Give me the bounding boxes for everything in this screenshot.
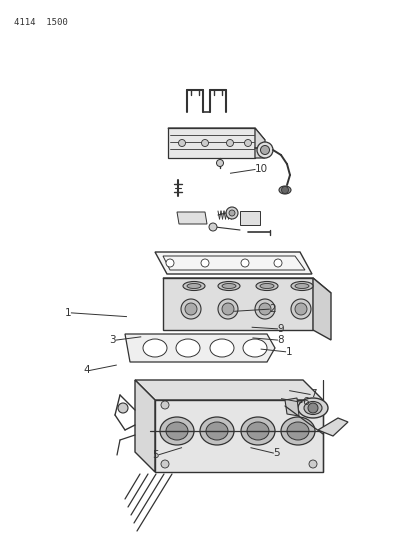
Text: 8: 8 xyxy=(277,335,284,345)
Ellipse shape xyxy=(222,303,234,315)
Text: 5: 5 xyxy=(273,448,280,458)
Polygon shape xyxy=(313,278,331,340)
Text: 2: 2 xyxy=(269,304,276,314)
Circle shape xyxy=(118,403,128,413)
Ellipse shape xyxy=(185,303,197,315)
Ellipse shape xyxy=(183,281,205,290)
Ellipse shape xyxy=(291,299,311,319)
Text: 6: 6 xyxy=(302,398,308,407)
Ellipse shape xyxy=(281,417,315,445)
Ellipse shape xyxy=(222,284,236,288)
Circle shape xyxy=(226,140,233,147)
Ellipse shape xyxy=(247,422,269,440)
Polygon shape xyxy=(125,334,275,362)
Text: 3: 3 xyxy=(110,335,116,345)
Polygon shape xyxy=(285,398,299,416)
Ellipse shape xyxy=(210,339,234,357)
Circle shape xyxy=(257,142,273,158)
Text: 5: 5 xyxy=(153,450,159,459)
Ellipse shape xyxy=(255,299,275,319)
Circle shape xyxy=(260,146,270,155)
Polygon shape xyxy=(168,128,255,158)
Ellipse shape xyxy=(218,281,240,290)
Text: 9: 9 xyxy=(277,324,284,334)
Circle shape xyxy=(282,187,288,193)
Circle shape xyxy=(166,259,174,267)
Ellipse shape xyxy=(206,422,228,440)
Circle shape xyxy=(274,259,282,267)
Polygon shape xyxy=(318,418,348,436)
Ellipse shape xyxy=(241,417,275,445)
Ellipse shape xyxy=(218,299,238,319)
Text: 4: 4 xyxy=(83,366,90,375)
Circle shape xyxy=(161,460,169,468)
Ellipse shape xyxy=(298,398,328,418)
Ellipse shape xyxy=(259,303,271,315)
Text: 4114  1500: 4114 1500 xyxy=(14,18,68,27)
Circle shape xyxy=(201,259,209,267)
Text: 1: 1 xyxy=(286,347,292,357)
Circle shape xyxy=(226,207,238,219)
Polygon shape xyxy=(240,211,260,225)
Polygon shape xyxy=(163,278,331,293)
Polygon shape xyxy=(155,252,312,274)
Circle shape xyxy=(244,140,251,147)
Ellipse shape xyxy=(256,281,278,290)
Polygon shape xyxy=(163,278,313,330)
Circle shape xyxy=(209,223,217,231)
Ellipse shape xyxy=(243,339,267,357)
Circle shape xyxy=(309,401,317,409)
Ellipse shape xyxy=(304,401,322,415)
Ellipse shape xyxy=(200,417,234,445)
Circle shape xyxy=(229,210,235,216)
Circle shape xyxy=(217,159,224,166)
Text: 1: 1 xyxy=(65,308,71,318)
Ellipse shape xyxy=(143,339,167,357)
Circle shape xyxy=(202,140,208,147)
Polygon shape xyxy=(135,380,155,472)
Ellipse shape xyxy=(187,284,201,288)
Ellipse shape xyxy=(166,422,188,440)
Circle shape xyxy=(241,259,249,267)
Polygon shape xyxy=(177,212,207,224)
Circle shape xyxy=(161,401,169,409)
Polygon shape xyxy=(135,380,323,400)
Text: 10: 10 xyxy=(255,165,268,174)
Circle shape xyxy=(309,460,317,468)
Ellipse shape xyxy=(291,281,313,290)
Circle shape xyxy=(308,403,318,413)
Text: 7: 7 xyxy=(310,390,317,399)
Ellipse shape xyxy=(181,299,201,319)
Polygon shape xyxy=(155,400,323,472)
Ellipse shape xyxy=(295,284,309,288)
Circle shape xyxy=(179,140,186,147)
Polygon shape xyxy=(255,128,265,158)
Ellipse shape xyxy=(176,339,200,357)
Ellipse shape xyxy=(279,186,291,194)
Polygon shape xyxy=(168,128,265,140)
Ellipse shape xyxy=(287,422,309,440)
Ellipse shape xyxy=(295,303,307,315)
Ellipse shape xyxy=(260,284,274,288)
Ellipse shape xyxy=(160,417,194,445)
